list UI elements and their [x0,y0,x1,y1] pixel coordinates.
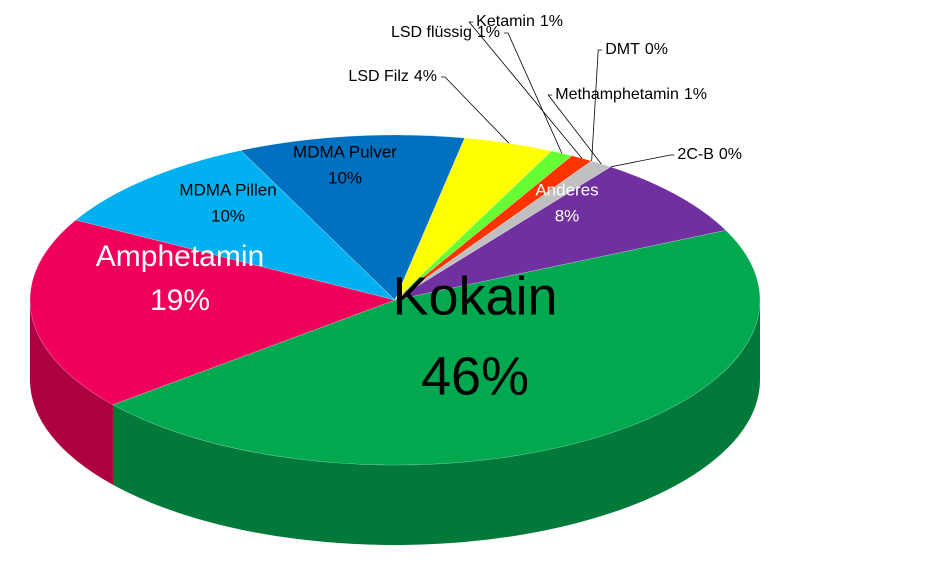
data-label-name: LSD flüssig [391,24,472,41]
data-label: LSD Filz 4% [348,68,437,85]
data-label: Methamphetamin 1% [555,86,707,103]
leader-line [547,94,602,165]
slice [112,229,761,466]
data-label: LSD flüssig 1% [391,24,500,41]
data-label-name: MDMA Pillen [179,180,276,199]
data-label-value: 1% [540,13,563,30]
slice [29,219,397,406]
data-label-value: 10% [211,206,245,225]
leader-line [610,154,675,168]
slice [394,166,727,301]
data-label-value: 4% [414,68,437,85]
slice [75,150,397,301]
slice [394,137,553,301]
data-label-value: 19% [150,284,210,317]
leader-line [441,76,510,144]
leader-line [504,32,563,154]
data-label-name: MDMA Pulver [293,142,397,161]
leader-line [591,49,603,162]
data-label-value: 0% [719,146,742,163]
data-label-name: Ketamin [476,13,535,30]
data-label-name: Anderes [535,180,598,199]
data-label-value: 46% [421,346,529,406]
data-label-name: Kokain [392,266,557,326]
data-label-name: 2C-B [677,146,713,163]
slice [394,150,573,301]
slice-side [112,300,760,545]
data-label-value: 10% [328,168,362,187]
data-label: 2C-B 0% [677,146,742,163]
leader-line [468,21,583,159]
slice [240,134,466,301]
data-label-value: 1% [477,24,500,41]
data-label-name: Methamphetamin [555,86,679,103]
data-label-name: LSD Filz [348,68,408,85]
slice-side [30,300,113,485]
data-label-value: 1% [684,86,707,103]
data-label-name: Amphetamin [96,240,264,273]
data-label: Ketamin 1% [476,13,563,30]
data-label-value: 0% [645,41,668,58]
data-label: DMT 0% [605,41,668,58]
data-label-name: DMT [605,41,640,58]
data-label-value: 8% [555,206,580,225]
